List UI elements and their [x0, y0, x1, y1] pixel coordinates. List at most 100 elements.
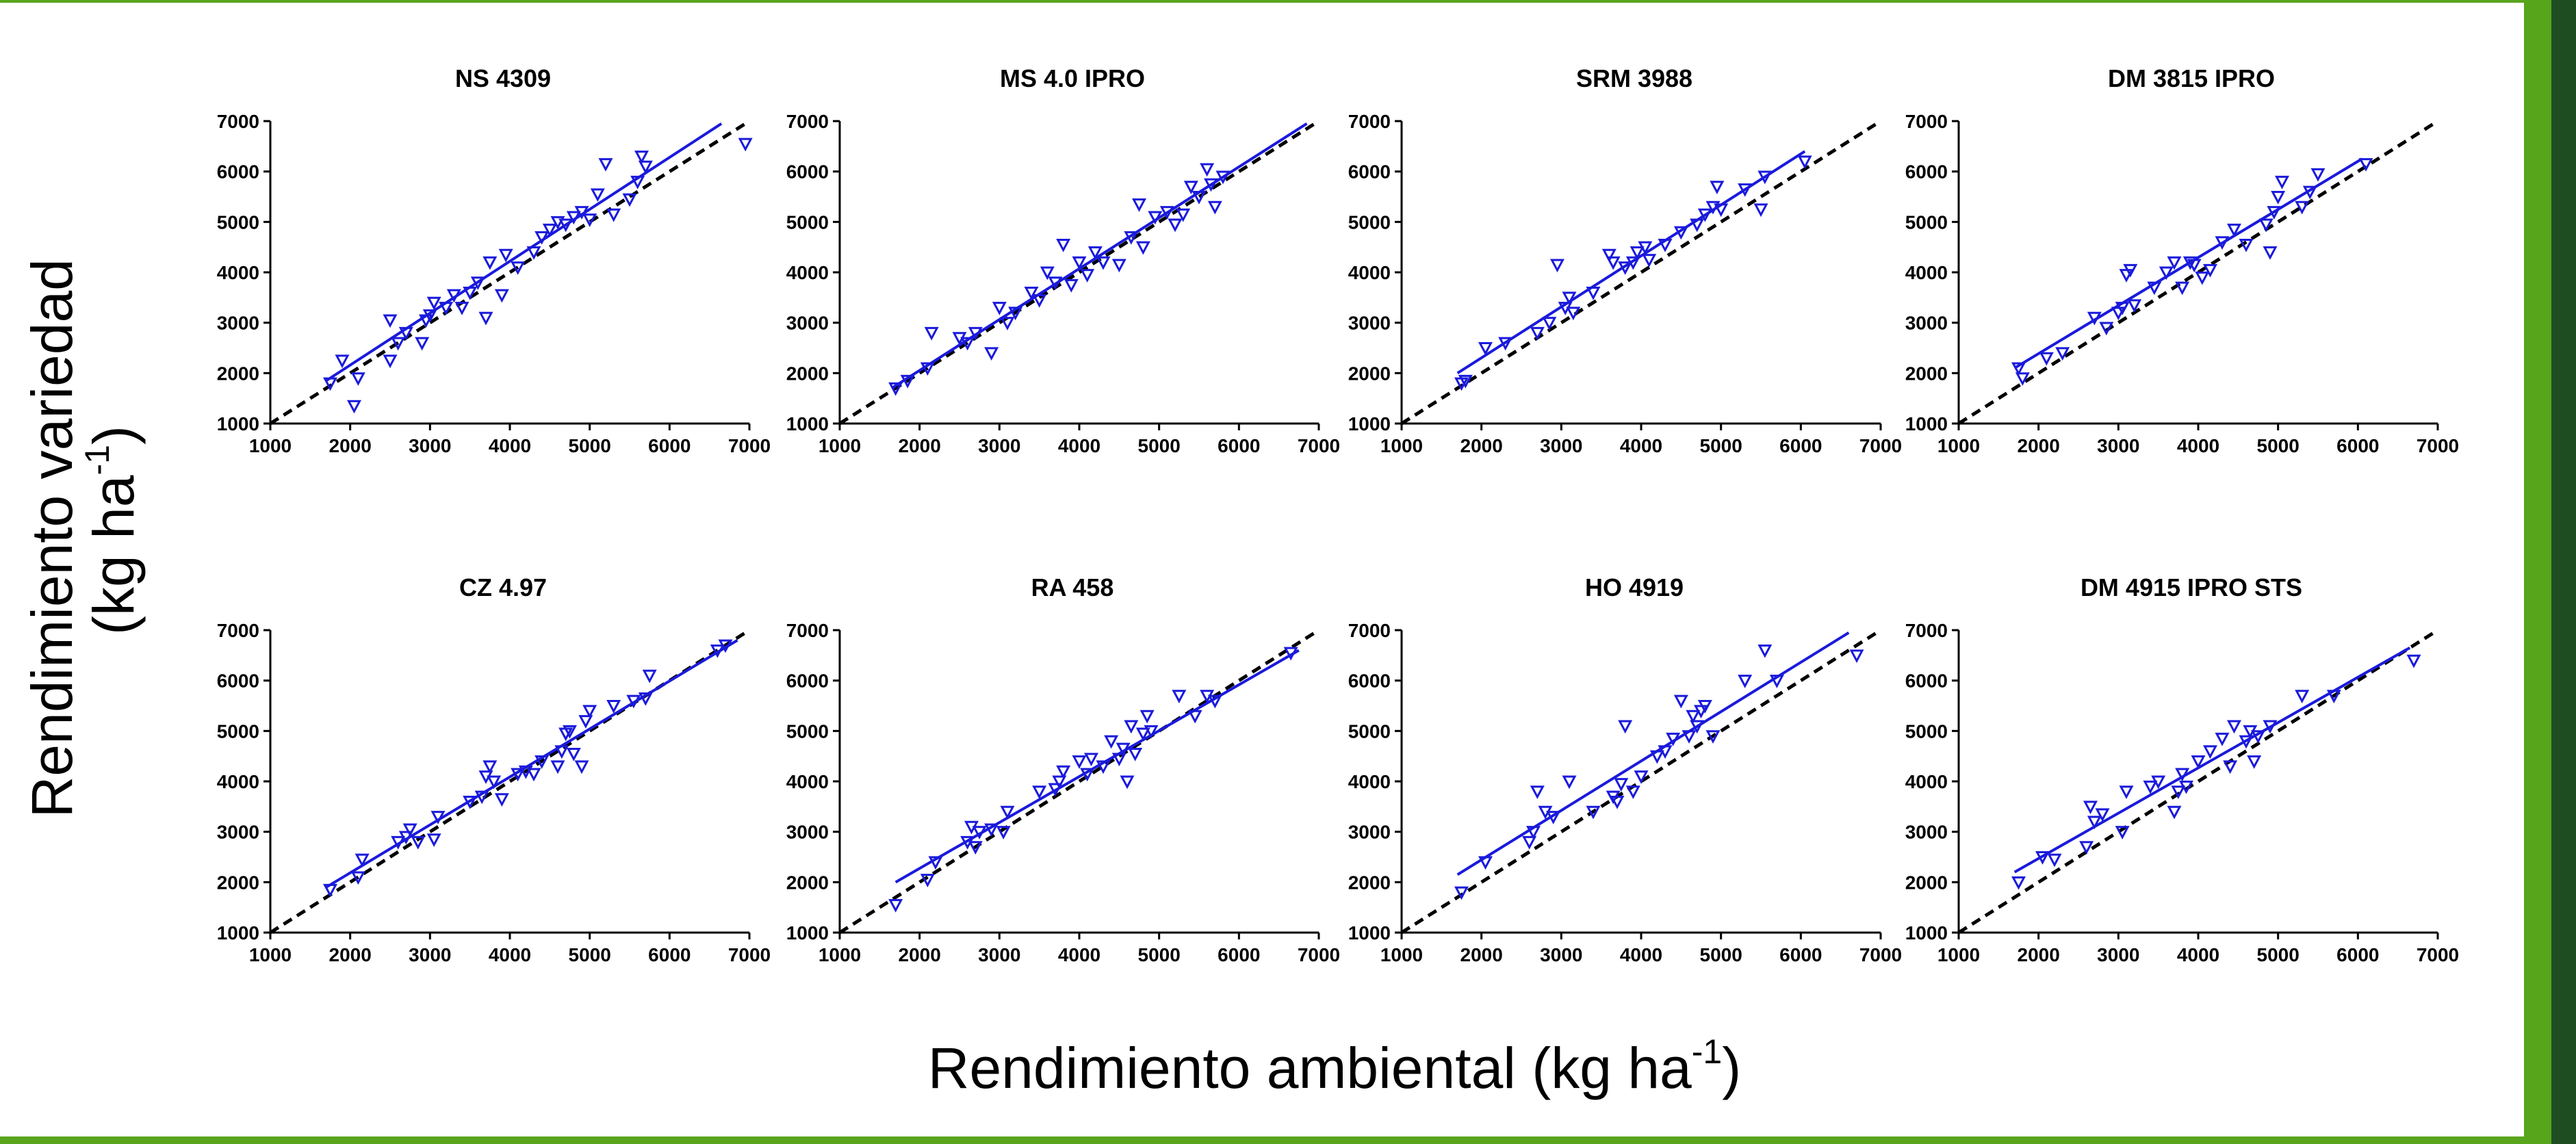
data-point	[2167, 256, 2182, 270]
x-tick-label: 6000	[1218, 435, 1260, 456]
data-point	[1183, 181, 1198, 194]
x-tick-label: 4000	[2177, 435, 2219, 456]
x-tick-label: 5000	[1700, 944, 1742, 965]
data-point	[968, 326, 983, 341]
data-point	[1080, 269, 1095, 283]
identity-reference-line	[838, 628, 1320, 935]
data-point	[1586, 286, 1601, 300]
data-point	[2302, 185, 2317, 200]
data-point	[1204, 178, 1218, 192]
data-point	[920, 874, 935, 887]
y-tick-label: 3000	[217, 313, 259, 334]
data-point	[1638, 241, 1653, 255]
panel-title: NS 4309	[455, 64, 551, 92]
data-point	[582, 705, 597, 719]
data-point	[422, 309, 437, 323]
data-point	[1132, 198, 1146, 212]
data-point	[1530, 326, 1545, 341]
x-tick-label: 6000	[648, 944, 691, 965]
data-point	[1697, 700, 1712, 714]
x-tick-label: 3000	[2097, 944, 2139, 965]
data-point	[383, 314, 398, 328]
data-point	[1738, 183, 1753, 197]
data-point	[1096, 256, 1111, 270]
data-point	[1522, 835, 1537, 850]
data-point	[718, 639, 733, 653]
data-point	[1458, 374, 1473, 389]
data-point	[888, 382, 903, 396]
data-point	[1159, 206, 1174, 220]
x-tick-label: 1000	[1380, 435, 1423, 456]
y-tick-label: 6000	[217, 671, 259, 692]
identity-reference-line	[1400, 119, 1882, 426]
data-point	[2095, 808, 2110, 822]
data-point	[383, 354, 398, 369]
data-point	[1738, 675, 1753, 688]
x-tick-label: 3000	[1540, 944, 1582, 965]
data-point	[1618, 261, 1633, 275]
data-point	[2215, 236, 2230, 250]
data-point	[1128, 747, 1143, 762]
x-tick-label: 1000	[1937, 435, 1980, 456]
data-point	[2087, 311, 2102, 326]
data-point	[402, 823, 417, 837]
data-point	[2358, 158, 2373, 172]
data-point	[1614, 778, 1629, 792]
data-point	[474, 790, 489, 805]
data-point	[1606, 256, 1621, 270]
data-point	[1478, 342, 1493, 356]
data-point	[2275, 175, 2289, 190]
y-tick-label: 4000	[1905, 262, 1948, 283]
data-point	[574, 206, 589, 220]
data-point	[550, 216, 565, 230]
y-tick-label: 3000	[1905, 822, 1948, 843]
x-tick-label: 7000	[1298, 435, 1340, 456]
data-point	[511, 768, 526, 782]
data-point	[1084, 753, 1098, 767]
x-tick-label: 2000	[329, 435, 372, 456]
data-point	[2263, 246, 2278, 260]
data-point	[1454, 886, 1469, 900]
data-point	[2215, 732, 2230, 746]
data-point	[391, 337, 406, 351]
data-point	[1148, 211, 1163, 225]
panel-title: HO 4919	[1585, 573, 1684, 601]
y-tick-label: 2000	[217, 363, 259, 384]
regression-line	[325, 639, 738, 889]
data-point	[463, 795, 478, 809]
data-point	[2123, 263, 2138, 278]
data-point	[2087, 816, 2102, 830]
data-point	[2326, 690, 2341, 703]
data-point	[1550, 259, 1564, 273]
data-point	[1710, 181, 1725, 194]
panel-title: RA 458	[1031, 573, 1114, 601]
data-point	[1849, 649, 1864, 664]
data-point	[1562, 291, 1577, 306]
data-point	[598, 158, 613, 172]
data-point	[622, 193, 637, 207]
data-point	[2271, 191, 2286, 205]
y-tick-label: 2000	[786, 363, 829, 384]
data-point	[1757, 644, 1773, 658]
data-point	[1673, 226, 1688, 240]
data-point	[1064, 278, 1079, 293]
y-tick-label: 2000	[1348, 363, 1391, 384]
x-tick-label: 2000	[899, 435, 941, 456]
data-point	[1072, 755, 1087, 769]
data-point	[2267, 206, 2282, 220]
regression-line	[325, 122, 723, 382]
data-point	[1056, 238, 1071, 252]
data-point	[426, 833, 441, 847]
data-point	[1757, 170, 1773, 185]
regression-line	[894, 649, 1300, 884]
data-point	[566, 211, 581, 225]
y-tick-label: 2000	[1905, 872, 1948, 893]
x-tick-label: 7000	[728, 435, 771, 456]
data-point	[1072, 256, 1087, 270]
data-point	[626, 694, 641, 709]
data-point	[2055, 347, 2070, 361]
data-point	[391, 835, 406, 850]
data-point	[1673, 694, 1688, 709]
data-point	[1000, 317, 1015, 330]
